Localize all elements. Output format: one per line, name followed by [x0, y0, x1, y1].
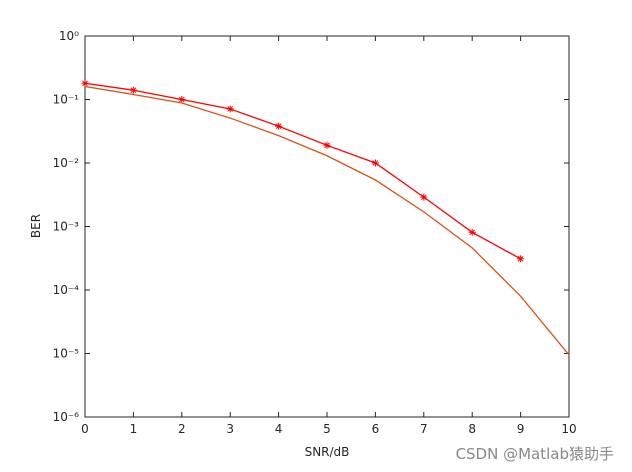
- y-axis-label: BER: [29, 214, 43, 238]
- marker-stroke: [82, 80, 88, 87]
- marker-stroke: [420, 194, 427, 200]
- marker: [275, 122, 283, 130]
- x-axis-label: SNR/dB: [305, 445, 350, 459]
- marker: [129, 86, 137, 94]
- x-tick-label: 8: [468, 422, 476, 436]
- x-tick-label: 2: [178, 422, 186, 436]
- plot-area: [84, 35, 570, 418]
- x-tick-label: 7: [420, 422, 428, 436]
- y-tick-label: 10⁻⁵: [53, 347, 80, 361]
- x-tick-label: 5: [323, 422, 331, 436]
- marker: [226, 105, 234, 113]
- x-tick-label: 1: [130, 422, 138, 436]
- series-line: [84, 85, 570, 356]
- y-tick-label: 10⁻⁶: [53, 410, 80, 424]
- marker-stroke: [517, 255, 524, 262]
- x-tick-label: 4: [275, 422, 283, 436]
- watermark: CSDN @Matlab猿助手: [456, 445, 614, 463]
- y-tick-label: 10⁰: [59, 29, 79, 43]
- y-tick-label: 10⁻²: [53, 156, 80, 170]
- marker: [81, 79, 89, 87]
- x-tick-label: 0: [81, 422, 89, 436]
- x-tick-label: 9: [517, 422, 525, 436]
- series-line: [84, 82, 521, 260]
- y-tick-label: 10⁻³: [53, 220, 80, 234]
- marker-stroke: [324, 142, 330, 149]
- marker-stroke: [372, 160, 379, 166]
- y-tick-label: 10⁻⁴: [53, 283, 80, 297]
- marker-stroke: [275, 123, 282, 129]
- marker: [420, 193, 428, 201]
- marker-stroke: [130, 87, 137, 94]
- marker-stroke: [469, 229, 476, 236]
- x-tick-label: 6: [372, 422, 380, 436]
- x-tick-label: 3: [226, 422, 234, 436]
- marker: [517, 255, 525, 263]
- marker: [323, 141, 331, 149]
- marker: [178, 96, 186, 103]
- marker: [371, 159, 379, 167]
- x-tick-label: 10: [561, 422, 576, 436]
- marker-stroke: [178, 96, 185, 103]
- marker-stroke: [227, 106, 234, 112]
- y-tick-label: 10⁻¹: [53, 93, 80, 107]
- marker: [468, 228, 476, 236]
